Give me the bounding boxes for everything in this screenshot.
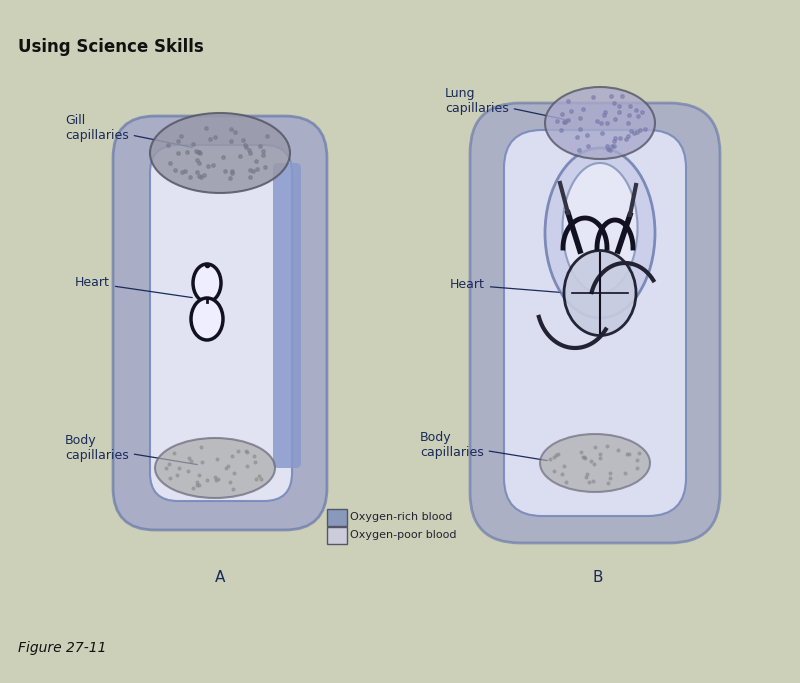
Ellipse shape <box>540 434 650 492</box>
Ellipse shape <box>545 87 655 159</box>
FancyBboxPatch shape <box>113 116 327 530</box>
Text: Lung
capillaries: Lung capillaries <box>445 87 570 120</box>
Text: Using Science Skills: Using Science Skills <box>18 38 204 56</box>
Text: A: A <box>215 570 225 585</box>
Text: Oxygen-poor blood: Oxygen-poor blood <box>350 530 457 540</box>
Text: Oxygen-rich blood: Oxygen-rich blood <box>350 512 452 522</box>
Ellipse shape <box>562 163 638 293</box>
Ellipse shape <box>545 148 655 318</box>
Text: Figure 27-11: Figure 27-11 <box>18 641 106 655</box>
Ellipse shape <box>193 264 221 302</box>
Text: Body
capillaries: Body capillaries <box>420 431 547 460</box>
Ellipse shape <box>155 438 275 498</box>
Text: Heart: Heart <box>75 277 192 298</box>
Text: Heart: Heart <box>450 279 566 293</box>
FancyBboxPatch shape <box>504 130 686 516</box>
Text: B: B <box>593 570 603 585</box>
FancyBboxPatch shape <box>327 509 347 526</box>
Text: Gill
capillaries: Gill capillaries <box>65 114 192 148</box>
Ellipse shape <box>564 251 636 335</box>
Ellipse shape <box>150 113 290 193</box>
FancyBboxPatch shape <box>470 103 720 543</box>
Text: Body
capillaries: Body capillaries <box>65 434 198 464</box>
FancyBboxPatch shape <box>327 527 347 544</box>
Ellipse shape <box>191 298 223 340</box>
FancyBboxPatch shape <box>150 145 292 501</box>
FancyBboxPatch shape <box>273 163 301 468</box>
